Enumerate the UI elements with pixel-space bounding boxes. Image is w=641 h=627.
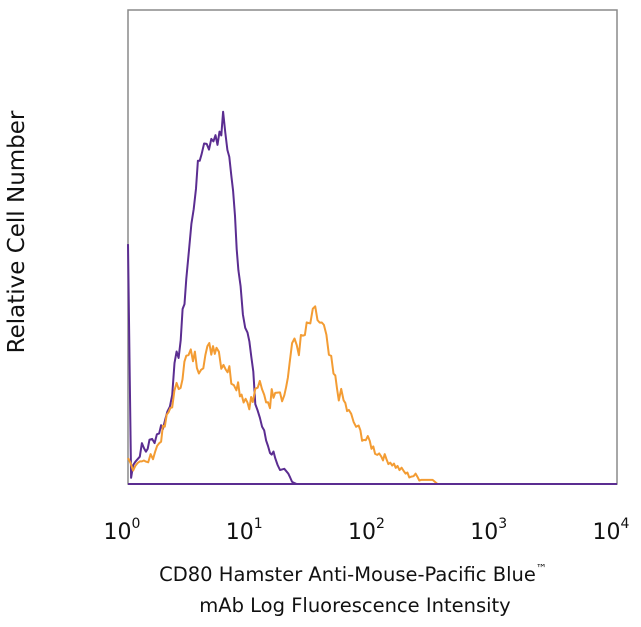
y-axis-label: Relative Cell Number xyxy=(4,110,30,353)
x-tick-label-4: 104 xyxy=(593,516,630,545)
x-axis-label-line2: mAb Log Fluorescence Intensity xyxy=(199,594,510,617)
series-line-orange xyxy=(127,305,617,485)
x-axis-label-line1: CD80 Hamster Anti-Mouse-Pacific Blue™ xyxy=(159,562,547,586)
x-tick-label-2: 102 xyxy=(348,516,385,545)
x-tick-label-1: 101 xyxy=(226,516,263,545)
plot-frame xyxy=(127,9,618,485)
series-line-purple xyxy=(127,110,617,485)
x-tick-label-0: 100 xyxy=(104,516,141,545)
x-tick-labels: 100 101 102 103 104 xyxy=(104,516,630,545)
series-layer xyxy=(127,110,617,485)
x-tick-label-3: 103 xyxy=(470,516,507,545)
